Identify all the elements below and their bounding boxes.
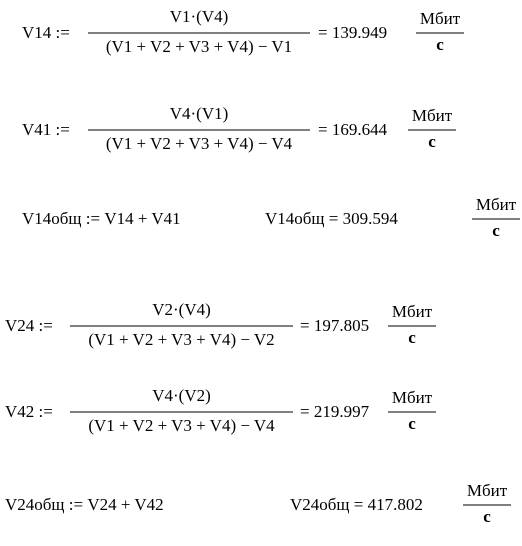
unit-denominator: с — [408, 414, 416, 433]
lhs: V42 := — [5, 402, 53, 421]
result: = 197.805 — [300, 316, 369, 335]
definition: V24общ := V24 + V42 — [5, 495, 164, 514]
unit-numerator: Мбит — [476, 195, 517, 214]
numerator: V4·(V1) — [170, 104, 229, 123]
result: = 169.644 — [318, 120, 388, 139]
result: V24общ = 417.802 — [290, 495, 423, 514]
lhs: V41 := — [22, 120, 70, 139]
numerator: V2·(V4) — [152, 300, 211, 319]
unit-denominator: с — [492, 221, 500, 240]
unit-numerator: Мбит — [392, 388, 433, 407]
denominator: (V1 + V2 + V3 + V4) − V4 — [106, 134, 293, 153]
result: V14общ = 309.594 — [265, 209, 398, 228]
definition: V14общ := V14 + V41 — [22, 209, 181, 228]
unit-denominator: с — [436, 35, 444, 54]
unit-numerator: Мбит — [412, 106, 453, 125]
unit-denominator: с — [408, 328, 416, 347]
unit-denominator: с — [428, 132, 436, 151]
unit-denominator: с — [483, 507, 491, 526]
numerator: V4·(V2) — [152, 386, 211, 405]
unit-numerator: Мбит — [420, 9, 461, 28]
result: = 219.997 — [300, 402, 370, 421]
denominator: (V1 + V2 + V3 + V4) − V2 — [88, 330, 274, 349]
numerator: V1·(V4) — [170, 7, 229, 26]
unit-numerator: Мбит — [392, 302, 433, 321]
lhs: V14 := — [22, 23, 70, 42]
result: = 139.949 — [318, 23, 387, 42]
lhs: V24 := — [5, 316, 53, 335]
denominator: (V1 + V2 + V3 + V4) − V4 — [88, 416, 275, 435]
unit-numerator: Мбит — [467, 481, 508, 500]
denominator: (V1 + V2 + V3 + V4) − V1 — [106, 37, 292, 56]
